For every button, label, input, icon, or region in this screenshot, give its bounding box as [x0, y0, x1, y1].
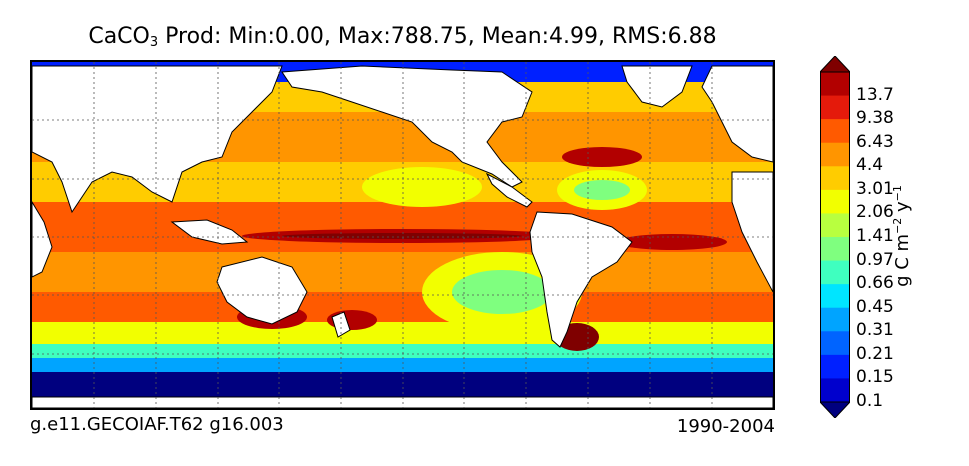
land-greenland	[621, 65, 693, 108]
equatorial-atlantic-maximum	[617, 234, 727, 250]
colorbar-unit: g C m−2 y−1	[891, 185, 913, 287]
gulf-stream-maximum	[562, 147, 642, 167]
colorbar-tick-label: 3.01	[856, 178, 894, 199]
land-africa-west	[731, 171, 773, 293]
colorbar-segment	[820, 72, 850, 97]
colorbar-segment	[820, 166, 850, 191]
colorbar-segment	[820, 354, 850, 379]
land-europe-asia	[701, 65, 773, 163]
colorbar-tick-label: 0.15	[856, 367, 894, 388]
map-title: CaCO3 Prod: Min:0.00, Max:788.75, Mean:4…	[30, 24, 775, 50]
equatorial-pacific-core	[282, 233, 522, 239]
ocean-band-subantarctic-green	[32, 344, 773, 358]
colorbar	[820, 56, 850, 418]
colorbar-tick-label: 2.06	[856, 202, 894, 223]
land-asia	[32, 65, 283, 214]
colorbar-extend-min	[820, 401, 850, 418]
colorbar-tick-label: 9.38	[856, 108, 894, 129]
title-stats: Prod: Min:0.00, Max:788.75, Mean:4.99, R…	[158, 24, 717, 49]
land-antarctica	[32, 396, 773, 408]
colorbar-segment	[820, 189, 850, 214]
colorbar-tick-label: 0.97	[856, 249, 894, 270]
unit-mid: y	[892, 201, 913, 218]
world-map-panel	[30, 60, 775, 410]
colorbar-tick-label: 1.41	[856, 226, 894, 246]
run-name: g.e11.GECOIAF.T62 g16.003	[30, 414, 284, 435]
colorbar-segment	[820, 142, 850, 167]
ocean-band-subantarctic-yellow	[32, 322, 773, 344]
colorbar-tick-label: 0.31	[856, 320, 894, 341]
land-new-zealand	[331, 311, 351, 338]
south-pacific-gyre-core	[452, 270, 552, 314]
date-range: 1990-2004	[676, 416, 775, 437]
land-africa-east	[32, 201, 53, 278]
unit-exp-y: −1	[891, 185, 904, 202]
land-central-america	[485, 172, 533, 208]
colorbar-tick-label: 0.66	[856, 273, 894, 294]
north-atlantic-gyre-core	[574, 180, 630, 200]
colorbar-segment	[820, 284, 850, 309]
ocean-band-south-subtropic	[32, 252, 773, 292]
colorbar-segment	[820, 119, 850, 144]
colorbar-segment	[820, 260, 850, 285]
colorbar-tick-label: 0.21	[856, 343, 894, 364]
colorbar-extend-max	[820, 56, 850, 73]
colorbar-tick-label: 4.4	[856, 155, 884, 176]
colorbar-segment	[820, 307, 850, 332]
north-pacific-gyre	[362, 167, 482, 207]
ocean-band-south-temperate	[32, 292, 773, 322]
colorbar-tick-label: 0.1	[856, 391, 884, 411]
world-map	[32, 62, 773, 408]
title-subscript: 3	[149, 35, 159, 50]
colorbar-segment	[820, 378, 850, 403]
unit-base: g C m	[892, 233, 913, 287]
land-australia	[216, 256, 308, 325]
colorbar-segment	[820, 213, 850, 238]
colorbar-segment	[820, 95, 850, 120]
colorbar-segment	[820, 237, 850, 262]
colorbar-tick-label: 0.45	[856, 296, 894, 317]
title-prefix: CaCO	[88, 24, 150, 49]
colorbar-tick-label: 6.43	[856, 131, 894, 152]
ocean-band-southern-blue	[32, 358, 773, 372]
colorbar-segment	[820, 331, 850, 356]
colorbar-tick-label: 13.7	[856, 84, 894, 105]
graticule	[32, 62, 773, 408]
land-masses	[32, 65, 773, 408]
unit-exp-m: −2	[891, 217, 904, 234]
land-south-america	[529, 211, 633, 348]
